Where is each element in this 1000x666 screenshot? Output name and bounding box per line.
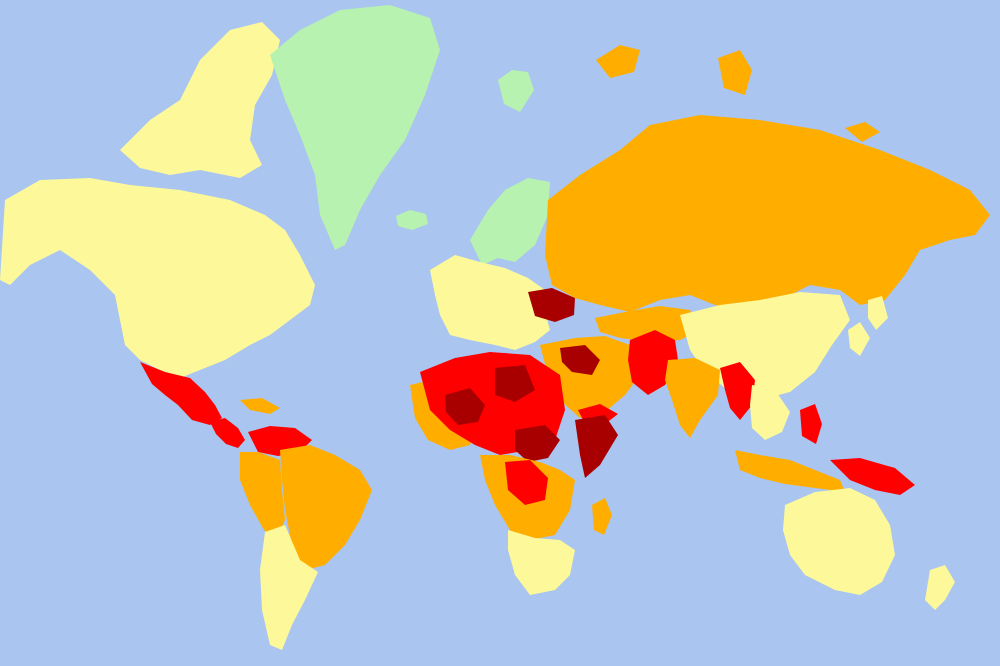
syria-iraq <box>560 345 600 375</box>
drc <box>505 460 548 505</box>
greenland <box>270 5 440 250</box>
new-zealand <box>925 565 955 610</box>
philippines <box>800 404 822 444</box>
europe <box>430 255 550 350</box>
libya <box>495 365 535 402</box>
russian-arctic-islands <box>596 45 880 142</box>
central-asia <box>595 306 700 342</box>
russia <box>545 115 990 312</box>
caribbean <box>240 398 280 414</box>
brazil <box>280 445 372 570</box>
southern-africa <box>508 530 575 595</box>
papua <box>830 458 915 495</box>
canadian-arctic-islands <box>120 22 280 178</box>
mali-region <box>445 388 485 425</box>
scandinavia <box>470 178 550 265</box>
australia <box>783 488 895 595</box>
madagascar <box>592 498 612 535</box>
southeast-asia <box>750 385 790 440</box>
india <box>665 358 720 438</box>
sudan-region <box>515 425 560 462</box>
myanmar <box>720 362 755 420</box>
south-america-north <box>240 452 285 540</box>
somalia <box>575 415 618 478</box>
japan-korea <box>848 296 888 356</box>
north-america <box>0 178 315 378</box>
iceland <box>396 210 428 230</box>
mexico <box>140 362 222 425</box>
indonesia <box>735 450 845 492</box>
ukraine <box>528 288 575 322</box>
svalbard <box>498 70 534 112</box>
south-america-south <box>260 525 318 650</box>
central-america <box>210 418 245 448</box>
